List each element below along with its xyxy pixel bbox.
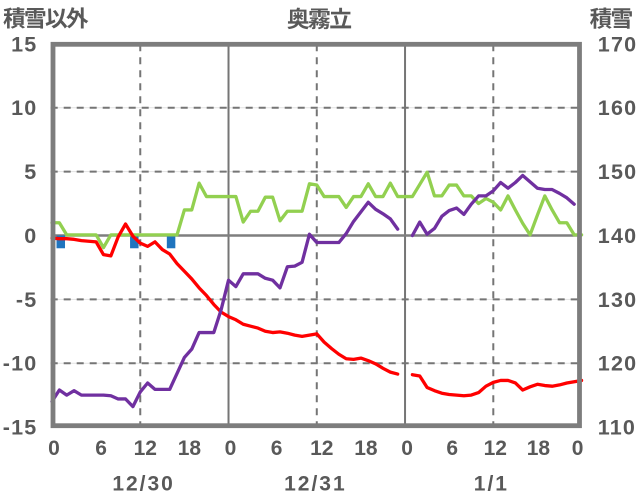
svg-text:110: 110 <box>598 415 636 439</box>
svg-text:130: 130 <box>598 288 636 312</box>
svg-text:18: 18 <box>527 437 551 460</box>
svg-text:-15: -15 <box>3 415 38 439</box>
svg-text:6: 6 <box>95 437 107 460</box>
svg-text:0: 0 <box>401 437 413 460</box>
svg-text:150: 150 <box>598 160 636 184</box>
svg-text:12: 12 <box>310 437 333 460</box>
svg-text:15: 15 <box>11 32 37 56</box>
svg-text:-5: -5 <box>16 288 38 312</box>
svg-text:140: 140 <box>598 224 636 248</box>
svg-text:10: 10 <box>11 96 37 120</box>
svg-text:0: 0 <box>48 437 60 460</box>
svg-text:18: 18 <box>178 437 202 460</box>
svg-text:160: 160 <box>598 96 636 120</box>
svg-text:12: 12 <box>484 437 507 460</box>
svg-text:12/31: 12/31 <box>284 473 347 496</box>
svg-text:-10: -10 <box>3 352 38 376</box>
svg-text:170: 170 <box>598 32 636 56</box>
svg-text:1/1: 1/1 <box>474 473 509 496</box>
svg-text:6: 6 <box>446 437 458 460</box>
svg-text:0: 0 <box>225 437 237 460</box>
svg-text:5: 5 <box>24 160 37 184</box>
svg-text:18: 18 <box>354 437 378 460</box>
svg-text:0: 0 <box>24 224 37 248</box>
svg-text:6: 6 <box>271 437 283 460</box>
svg-text:12/30: 12/30 <box>112 473 175 496</box>
svg-text:0: 0 <box>572 437 584 460</box>
svg-text:120: 120 <box>598 352 636 376</box>
svg-text:12: 12 <box>134 437 157 460</box>
